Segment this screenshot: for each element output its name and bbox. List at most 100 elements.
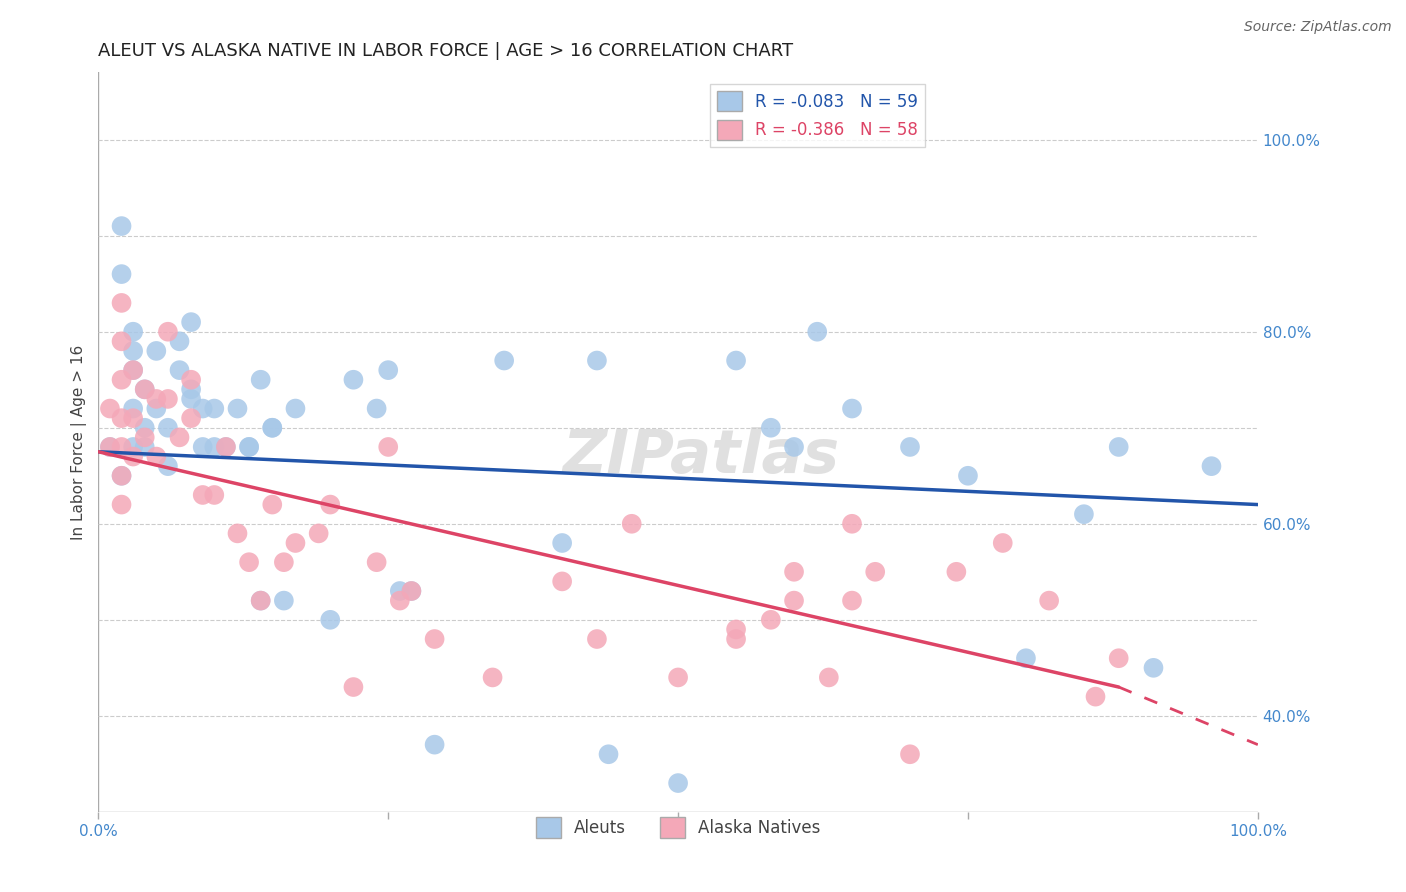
Point <box>238 555 260 569</box>
Point <box>841 401 863 416</box>
Point <box>110 498 132 512</box>
Point <box>202 488 225 502</box>
Point <box>145 392 167 406</box>
Point <box>145 450 167 464</box>
Point <box>863 565 886 579</box>
Point <box>156 392 179 406</box>
Point <box>759 421 782 435</box>
Point <box>759 613 782 627</box>
Point <box>134 430 156 444</box>
Point <box>1108 651 1130 665</box>
Point <box>110 334 132 349</box>
Point <box>122 343 145 358</box>
Point <box>134 382 156 396</box>
Point <box>110 468 132 483</box>
Point <box>110 440 132 454</box>
Point <box>377 440 399 454</box>
Point <box>898 747 921 762</box>
Point <box>783 565 806 579</box>
Point <box>180 411 202 425</box>
Point <box>98 401 121 416</box>
Point <box>1073 507 1095 521</box>
Point <box>110 267 132 281</box>
Point <box>725 623 748 637</box>
Point <box>481 670 503 684</box>
Point <box>551 574 574 589</box>
Point <box>666 670 689 684</box>
Point <box>122 411 145 425</box>
Text: ALEUT VS ALASKA NATIVE IN LABOR FORCE | AGE > 16 CORRELATION CHART: ALEUT VS ALASKA NATIVE IN LABOR FORCE | … <box>98 42 793 60</box>
Point <box>366 401 388 416</box>
Point <box>180 382 202 396</box>
Point <box>725 632 748 646</box>
Point <box>122 363 145 377</box>
Point <box>841 516 863 531</box>
Point <box>423 632 446 646</box>
Point <box>180 392 202 406</box>
Point <box>401 584 423 599</box>
Point <box>249 593 271 607</box>
Point <box>494 353 516 368</box>
Point <box>377 363 399 377</box>
Point <box>806 325 828 339</box>
Point <box>169 334 191 349</box>
Point <box>366 555 388 569</box>
Point <box>817 670 839 684</box>
Point <box>249 593 271 607</box>
Point <box>122 440 145 454</box>
Point <box>620 516 643 531</box>
Point <box>215 440 238 454</box>
Text: Source: ZipAtlas.com: Source: ZipAtlas.com <box>1244 20 1392 34</box>
Point <box>898 440 921 454</box>
Point <box>586 353 609 368</box>
Point <box>1108 440 1130 454</box>
Legend: Aleuts, Alaska Natives: Aleuts, Alaska Natives <box>529 811 827 844</box>
Point <box>180 373 202 387</box>
Point <box>110 373 132 387</box>
Point <box>215 440 238 454</box>
Point <box>262 498 284 512</box>
Point <box>666 776 689 790</box>
Point <box>342 680 364 694</box>
Point <box>145 401 167 416</box>
Point <box>202 401 225 416</box>
Point <box>841 593 863 607</box>
Point <box>122 450 145 464</box>
Point <box>725 353 748 368</box>
Point <box>551 536 574 550</box>
Point <box>238 440 260 454</box>
Point <box>1142 661 1164 675</box>
Point <box>122 325 145 339</box>
Point <box>249 373 271 387</box>
Point <box>169 363 191 377</box>
Point <box>319 498 342 512</box>
Point <box>319 613 342 627</box>
Point <box>783 440 806 454</box>
Point <box>191 440 214 454</box>
Point <box>98 440 121 454</box>
Point <box>342 373 364 387</box>
Point <box>226 526 249 541</box>
Point <box>388 584 411 599</box>
Point <box>156 459 179 474</box>
Point <box>156 325 179 339</box>
Point <box>273 555 295 569</box>
Point <box>262 421 284 435</box>
Point <box>191 401 214 416</box>
Point <box>956 468 979 483</box>
Text: ZIPatlas: ZIPatlas <box>562 427 839 486</box>
Point <box>145 343 167 358</box>
Point <box>226 401 249 416</box>
Point <box>586 632 609 646</box>
Y-axis label: In Labor Force | Age > 16: In Labor Force | Age > 16 <box>72 344 87 540</box>
Point <box>1201 459 1223 474</box>
Point <box>423 738 446 752</box>
Point <box>273 593 295 607</box>
Point <box>110 468 132 483</box>
Point <box>783 593 806 607</box>
Point <box>388 593 411 607</box>
Point <box>202 440 225 454</box>
Point <box>1015 651 1038 665</box>
Point <box>945 565 967 579</box>
Point <box>156 421 179 435</box>
